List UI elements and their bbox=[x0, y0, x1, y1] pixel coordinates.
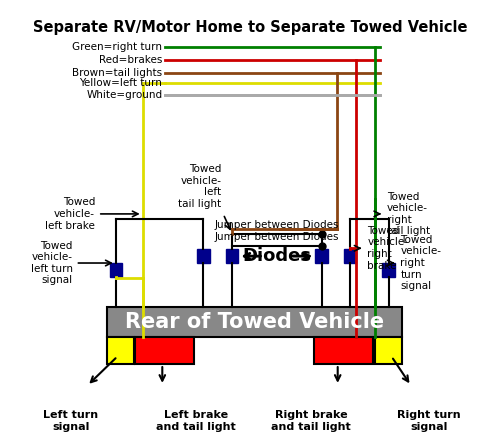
Text: Right turn
signal: Right turn signal bbox=[397, 411, 461, 432]
Text: Towed
vehicle-
left turn
signal: Towed vehicle- left turn signal bbox=[31, 241, 73, 286]
Text: Towed
vehicle-
right
turn
signal: Towed vehicle- right turn signal bbox=[400, 235, 442, 291]
Bar bbox=[110, 263, 122, 277]
Bar bbox=[136, 337, 194, 364]
Text: Red=brakes: Red=brakes bbox=[99, 55, 162, 65]
Text: Right brake
and tail light: Right brake and tail light bbox=[271, 411, 350, 432]
Text: Towed
vehicle-
right
tail light: Towed vehicle- right tail light bbox=[387, 191, 430, 236]
Bar bbox=[344, 249, 356, 263]
Bar bbox=[197, 249, 209, 263]
Bar bbox=[376, 337, 402, 364]
Text: Yellow=left turn: Yellow=left turn bbox=[80, 78, 162, 88]
Text: Left brake
and tail light: Left brake and tail light bbox=[156, 411, 236, 432]
Text: Left turn
signal: Left turn signal bbox=[44, 411, 98, 432]
Bar bbox=[226, 249, 238, 263]
Text: Separate RV/Motor Home to Separate Towed Vehicle: Separate RV/Motor Home to Separate Towed… bbox=[33, 20, 467, 36]
Text: Diodes: Diodes bbox=[242, 247, 312, 265]
Text: White=ground: White=ground bbox=[86, 90, 162, 100]
Bar bbox=[107, 307, 402, 337]
Text: Green=right turn: Green=right turn bbox=[72, 42, 162, 52]
Text: Towed
vehicle-
right
brake: Towed vehicle- right brake bbox=[367, 226, 408, 271]
Text: Brown=tail lights: Brown=tail lights bbox=[72, 67, 162, 77]
Bar bbox=[382, 263, 395, 277]
Text: Rear of Towed Vehicle: Rear of Towed Vehicle bbox=[125, 312, 384, 332]
Text: Jumper between Diodes: Jumper between Diodes bbox=[214, 220, 339, 230]
Text: Jumper between Diodes: Jumper between Diodes bbox=[214, 232, 339, 242]
Bar bbox=[316, 249, 328, 263]
Bar bbox=[107, 337, 134, 364]
Text: Towed
vehicle-
left brake: Towed vehicle- left brake bbox=[46, 197, 95, 231]
Bar bbox=[314, 337, 372, 364]
Text: Towed
vehicle-
left
tail light: Towed vehicle- left tail light bbox=[178, 164, 222, 209]
